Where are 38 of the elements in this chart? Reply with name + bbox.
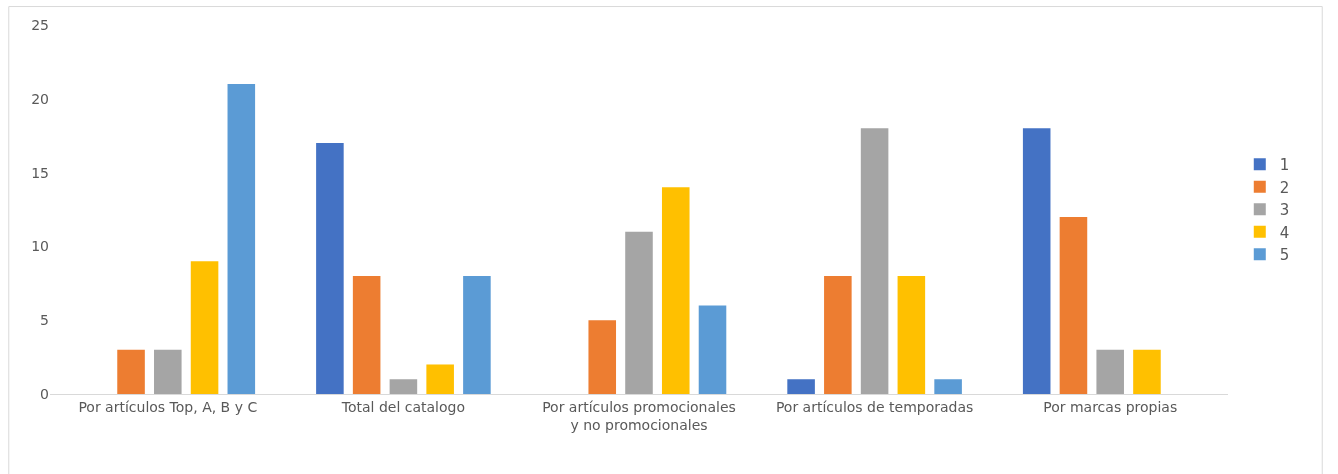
bar (389, 379, 418, 394)
bar (661, 187, 690, 394)
bar (154, 349, 182, 394)
bar (190, 261, 219, 394)
bar (860, 128, 889, 394)
legend-label: 5 (1279, 246, 1290, 265)
x-tick-label: Por artículos Top, A, B y C (78, 398, 258, 415)
x-tick-label: Por artículos promocionales y no promocionales (542, 398, 736, 433)
y-tick-label: 10 (31, 238, 49, 255)
x-tick-label: Por marcas propias (1043, 398, 1178, 415)
bar (625, 231, 653, 394)
y-tick-label: 15 (31, 164, 49, 181)
bar (897, 275, 926, 394)
bar (1096, 349, 1124, 394)
bar (698, 305, 727, 394)
bar (1059, 216, 1088, 394)
legend-label: 1 (1279, 156, 1290, 175)
y-tick-label: 25 (31, 16, 49, 33)
bar (588, 320, 617, 394)
y-tick-label: 20 (31, 90, 49, 107)
bar (824, 275, 852, 394)
y-tick-label: 5 (40, 312, 49, 329)
y-tick-label: 0 (40, 385, 49, 402)
x-tick-label: Total del catalogo (340, 398, 466, 415)
legend-label: 2 (1279, 178, 1290, 197)
bar (316, 143, 344, 394)
legend-label: 3 (1279, 201, 1290, 220)
x-tick-label: Por artículos de temporadas (775, 398, 974, 415)
bar (352, 275, 381, 394)
bar (934, 379, 962, 394)
bar (426, 364, 454, 394)
bar (1022, 128, 1051, 394)
bar (117, 349, 145, 394)
legend-label: 4 (1279, 223, 1290, 242)
bar (787, 379, 815, 394)
bar (463, 275, 491, 394)
bar (1133, 349, 1161, 394)
bar (227, 84, 256, 394)
